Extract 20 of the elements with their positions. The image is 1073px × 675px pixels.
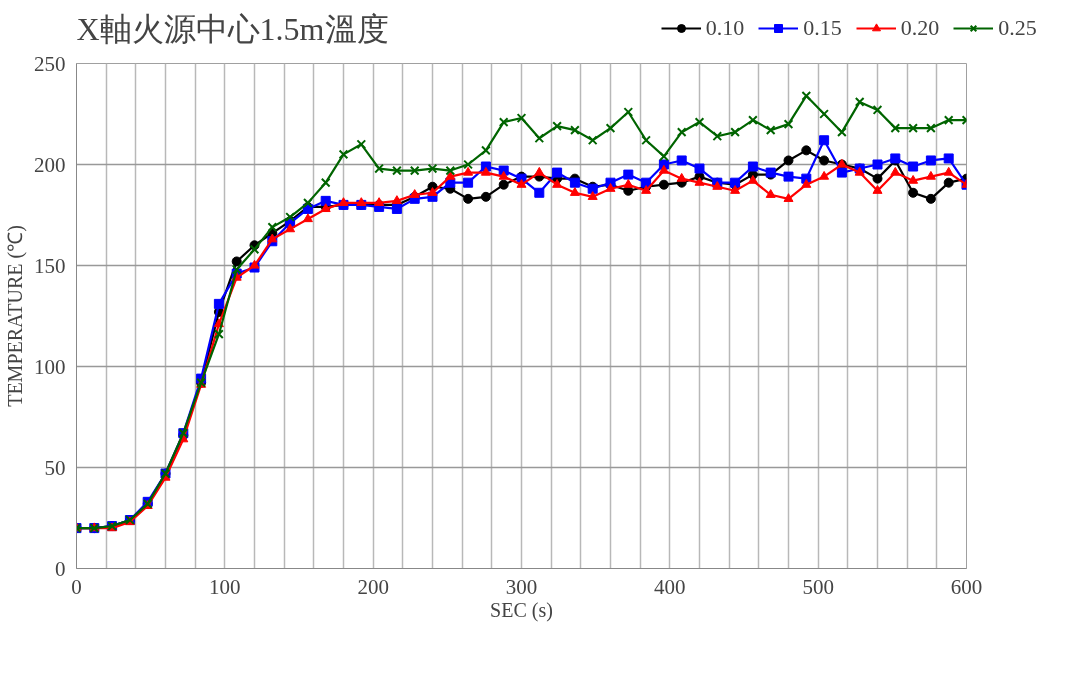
legend-label: 0.25: [998, 14, 1037, 41]
y-axis-title: TEMPERATURE (℃): [4, 225, 27, 407]
y-tick-label: 150: [34, 253, 66, 278]
y-tick-label: 0: [55, 556, 66, 581]
x-axis-title: SEC (s): [490, 598, 553, 622]
legend-label: 0.15: [803, 14, 842, 41]
x-tick-label: 300: [505, 574, 538, 599]
x-tick-label: 400: [654, 574, 686, 599]
legend-label: 0.20: [900, 14, 940, 41]
y-tick-label: 200: [34, 152, 66, 177]
x-tick-label: 500: [802, 574, 834, 599]
legend-label: 0.10: [705, 14, 745, 41]
chart-title: X軸火源中心1.5m溫度: [76, 10, 389, 47]
y-tick-label: 250: [34, 51, 66, 76]
y-tick-label: 100: [34, 354, 66, 379]
x-tick-label: 600: [950, 574, 983, 599]
x-tick-label: 100: [209, 574, 241, 599]
y-tick-label: 50: [44, 455, 66, 480]
x-tick-label: 0: [71, 574, 82, 599]
x-tick-label: 200: [357, 574, 389, 599]
